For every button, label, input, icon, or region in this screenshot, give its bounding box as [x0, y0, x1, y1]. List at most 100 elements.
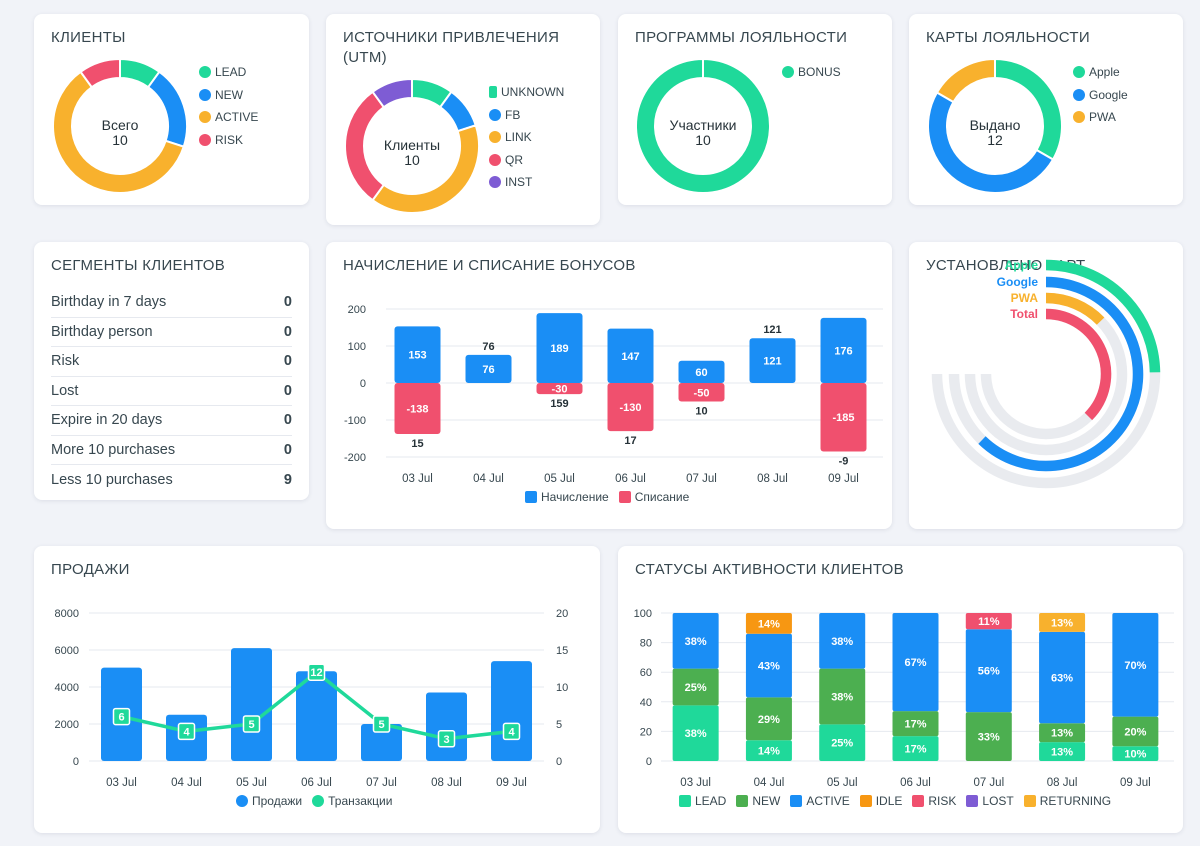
segment-value: 0 [283, 382, 292, 399]
line-point[interactable] [242, 715, 261, 733]
line-point[interactable] [372, 715, 391, 733]
legend-item-lost[interactable]: LOST [966, 794, 1014, 808]
legend-item-active[interactable]: ACTIVE [790, 794, 850, 808]
legend-item-транзакции[interactable]: Транзакции [312, 794, 392, 808]
legend-label: RETURNING [1039, 794, 1112, 808]
slice-bonus[interactable] [635, 57, 771, 194]
legend-item-lead[interactable]: LEAD [679, 794, 726, 808]
bar-segment-active[interactable] [1112, 613, 1159, 717]
legend-item-risk[interactable]: RISK [199, 129, 258, 152]
radial-bar-total[interactable] [1045, 308, 1112, 421]
bar-segment-active[interactable] [819, 613, 866, 669]
bar-writeoff[interactable] [820, 383, 867, 452]
segment-row[interactable]: Expire in 20 days 0 [51, 406, 292, 436]
legend-item-lead[interactable]: LEAD [199, 61, 258, 84]
bar-segment-lead[interactable] [1039, 742, 1086, 761]
legend-label: Продажи [252, 794, 303, 808]
bar-sales[interactable] [361, 724, 402, 761]
bar-segment-active[interactable] [965, 629, 1012, 713]
bar-segment-idle[interactable] [745, 613, 792, 634]
line-point[interactable] [177, 722, 196, 741]
bar-value-label: 147 [621, 351, 639, 363]
legend-item-idle[interactable]: IDLE [859, 794, 902, 808]
legend-item-unknown[interactable]: UNKNOWN [489, 81, 564, 104]
radial-bar-pwa[interactable] [1045, 292, 1105, 325]
y-left-tick-label: 8000 [55, 608, 79, 620]
legend-item-продажи[interactable]: Продажи [236, 794, 302, 808]
segment-row[interactable]: Birthday person 0 [51, 318, 292, 347]
bar-accrual[interactable] [607, 328, 654, 383]
bar-accrual[interactable] [749, 338, 796, 383]
legend-item-fb[interactable]: FB [489, 104, 564, 127]
bar-segment-active[interactable] [745, 633, 792, 698]
segment-row[interactable]: Risk 0 [51, 347, 292, 377]
bar-accrual[interactable] [820, 317, 867, 383]
segments-card: СЕГМЕНТЫ КЛИЕНТОВ Birthday in 7 days 0 Bir… [34, 242, 309, 500]
legend-item-link[interactable]: LINK [489, 126, 564, 149]
legend-item-google[interactable]: Google [1073, 84, 1128, 107]
slice-active[interactable] [52, 70, 185, 194]
segment-label: Lost [51, 382, 79, 399]
segment-row[interactable]: More 10 purchases 0 [51, 436, 292, 465]
bar-segment-new[interactable] [965, 712, 1012, 761]
legend-item-pwa[interactable]: PWA [1073, 106, 1128, 129]
legend-item-risk[interactable]: RISK [912, 794, 956, 808]
radial-bar-apple[interactable] [1045, 259, 1161, 373]
bar-writeoff[interactable] [607, 383, 654, 432]
bar-segment-label: 13% [1051, 728, 1073, 740]
line-point[interactable] [307, 663, 326, 681]
bar-segment-active[interactable] [892, 613, 939, 712]
legend-item-new[interactable]: NEW [736, 794, 780, 808]
bar-writeoff[interactable] [536, 383, 583, 395]
bar-segment-risk[interactable] [965, 613, 1012, 630]
bar-segment-new[interactable] [1112, 716, 1159, 747]
bar-segment-active[interactable] [672, 613, 719, 669]
bar-segment-active[interactable] [1039, 631, 1086, 724]
bar-segment-lead[interactable] [892, 736, 939, 761]
y-right-tick-label: 10 [556, 682, 568, 694]
line-point[interactable] [112, 707, 131, 726]
x-tick-label: 08 Jul [431, 777, 462, 789]
bar-segment-new[interactable] [819, 668, 866, 725]
bar-accrual[interactable] [536, 313, 583, 383]
legend-item-начисление[interactable]: Начисление [525, 490, 609, 504]
bar-segment-lead[interactable] [1112, 746, 1159, 761]
segment-row[interactable]: Lost 0 [51, 377, 292, 406]
bar-accrual[interactable] [394, 326, 441, 383]
legend-item-qr[interactable]: QR [489, 149, 564, 172]
bar-segment-new[interactable] [745, 697, 792, 741]
slice-pwa[interactable] [935, 57, 996, 104]
legend-item-active[interactable]: ACTIVE [199, 106, 258, 129]
bar-sales[interactable] [426, 692, 467, 761]
bar-writeoff[interactable] [394, 383, 441, 435]
slice-inst[interactable] [371, 77, 413, 109]
bar-segment-new[interactable] [892, 711, 939, 737]
bar-sales[interactable] [491, 661, 532, 761]
bar-segment-lead[interactable] [672, 705, 719, 761]
line-point[interactable] [437, 730, 456, 748]
legend-item-returning[interactable]: RETURNING [1023, 794, 1112, 808]
legend-item-списание[interactable]: Списание [618, 490, 689, 504]
legend-item-bonus[interactable]: BONUS [782, 61, 841, 84]
segment-row[interactable]: Birthday in 7 days 0 [51, 288, 292, 318]
bar-sales[interactable] [231, 648, 272, 761]
legend-label: ACTIVE [215, 110, 259, 125]
bar-segment-lead[interactable] [745, 740, 792, 761]
legend-item-inst[interactable]: INST [489, 171, 564, 194]
bar-accrual[interactable] [678, 360, 725, 383]
bar-accrual[interactable] [465, 354, 512, 383]
segment-row[interactable]: Less 10 purchases 9 [51, 465, 292, 495]
legend-label: PWA [1089, 110, 1116, 125]
radial-bar-google[interactable] [978, 276, 1144, 472]
line-point[interactable] [502, 722, 521, 741]
legend-item-apple[interactable]: Apple [1073, 61, 1128, 84]
bar-sales[interactable] [296, 671, 337, 761]
bar-segment-new[interactable] [672, 668, 719, 706]
bar-segment-lead[interactable] [819, 724, 866, 761]
slice-risk[interactable] [79, 57, 121, 89]
legend-item-new[interactable]: NEW [199, 84, 258, 107]
bar-segment-new[interactable] [1039, 723, 1086, 743]
bar-writeoff[interactable] [678, 383, 725, 402]
bar-segment-label: 38% [831, 692, 853, 704]
bar-segment-returning[interactable] [1039, 613, 1086, 632]
